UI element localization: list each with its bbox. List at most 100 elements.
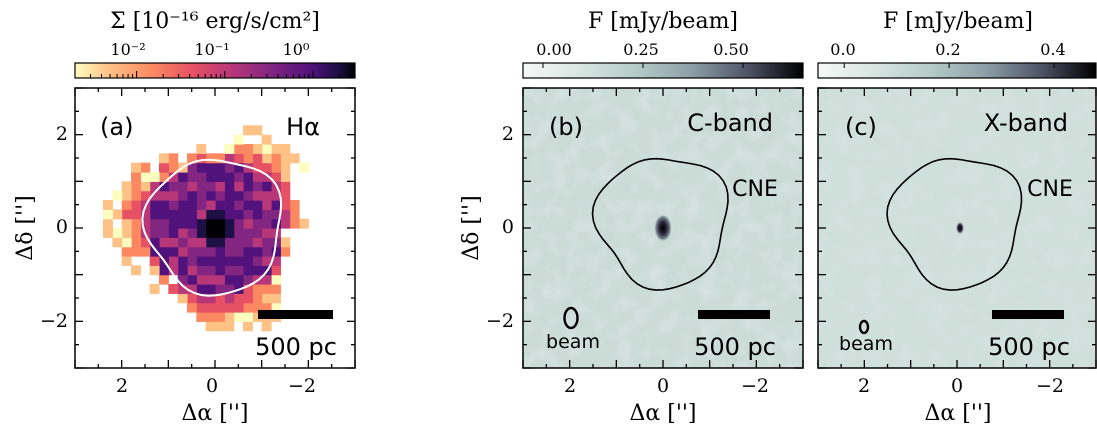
halpha-pixel <box>196 172 207 182</box>
halpha-pixel <box>215 237 225 248</box>
halpha-pixel <box>177 200 188 210</box>
halpha-pixel <box>233 302 244 313</box>
halpha-pixel <box>280 200 291 210</box>
halpha-pixel <box>224 284 235 294</box>
halpha-pixel <box>215 190 225 201</box>
halpha-pixel <box>140 246 151 257</box>
halpha-pixel <box>280 153 291 164</box>
cne-label-c: CNE <box>1027 177 1073 202</box>
halpha-pixel <box>196 209 207 220</box>
x-tick-label: −2 <box>741 375 769 397</box>
halpha-map <box>103 125 309 332</box>
halpha-pixel <box>205 265 216 276</box>
halpha-pixel <box>243 218 253 229</box>
halpha-pixel <box>131 181 141 192</box>
halpha-pixel <box>177 237 188 248</box>
halpha-pixel <box>215 153 225 164</box>
halpha-pixel <box>271 284 281 294</box>
halpha-pixel <box>121 228 132 238</box>
panel-b: F [mJy/beam] 0.00 0.25 0.50 (b) C-band C… <box>459 9 804 426</box>
axis-ticks-b <box>522 87 804 369</box>
halpha-pixel <box>177 293 188 304</box>
halpha-pixel <box>224 237 235 248</box>
halpha-pixel <box>299 162 309 173</box>
halpha-pixel <box>261 190 272 201</box>
halpha-pixel <box>168 218 179 229</box>
x-axis-label-b: Δα [''] <box>630 401 697 426</box>
halpha-pixel <box>140 237 151 248</box>
halpha-pixel <box>149 284 160 294</box>
x-tick-label: 2 <box>858 375 870 397</box>
halpha-pixel <box>224 218 235 229</box>
halpha-pixel <box>233 162 244 173</box>
halpha-pixel <box>271 302 281 313</box>
halpha-pixel <box>121 246 132 257</box>
halpha-pixel <box>196 181 207 192</box>
cbar-a-tick-label: 10⁰ <box>283 40 310 59</box>
halpha-pixel <box>252 181 263 192</box>
halpha-pixel <box>196 284 207 294</box>
halpha-pixel <box>243 237 253 248</box>
halpha-pixel <box>205 209 216 220</box>
halpha-pixel <box>205 237 216 248</box>
halpha-pixel <box>243 302 253 313</box>
halpha-pixel <box>224 181 235 192</box>
halpha-pixel <box>112 190 123 201</box>
halpha-pixel <box>168 200 179 210</box>
halpha-pixel <box>252 190 263 201</box>
halpha-pixel <box>196 144 207 154</box>
halpha-pixel <box>233 181 244 192</box>
halpha-pixel <box>187 265 197 276</box>
halpha-pixel <box>131 209 141 220</box>
halpha-pixel <box>168 209 179 220</box>
halpha-pixel <box>215 321 225 332</box>
halpha-pixel <box>196 312 207 322</box>
halpha-pixel <box>224 200 235 210</box>
halpha-pixel <box>112 228 123 238</box>
halpha-pixel <box>196 256 207 266</box>
halpha-pixel <box>140 162 151 173</box>
halpha-pixel <box>224 265 235 276</box>
halpha-pixel <box>271 209 281 220</box>
halpha-pixel <box>252 162 263 173</box>
halpha-pixel <box>243 172 253 182</box>
cbar-c-tick-label: 0.2 <box>935 40 960 59</box>
halpha-pixel <box>243 274 253 285</box>
colorbar-a-ticks <box>74 71 356 78</box>
halpha-pixel <box>261 321 272 332</box>
halpha-pixel <box>224 153 235 164</box>
halpha-pixel <box>224 302 235 313</box>
halpha-pixel <box>149 265 160 276</box>
halpha-pixel <box>159 200 169 210</box>
halpha-pixel <box>243 209 253 220</box>
halpha-pixel <box>121 190 132 201</box>
halpha-pixel <box>149 181 160 192</box>
halpha-pixel <box>252 246 263 257</box>
halpha-pixel <box>261 162 272 173</box>
halpha-pixel <box>168 162 179 173</box>
halpha-pixel <box>233 265 244 276</box>
halpha-pixel <box>252 284 263 294</box>
halpha-pixel <box>271 172 281 182</box>
colorbar-b <box>522 62 804 79</box>
halpha-pixel <box>177 246 188 257</box>
halpha-pixel <box>261 256 272 266</box>
halpha-pixel <box>224 256 235 266</box>
halpha-pixel <box>149 209 160 220</box>
halpha-pixel <box>159 274 169 285</box>
cne-contour-b <box>591 157 729 291</box>
halpha-pixel <box>205 302 216 313</box>
halpha-pixel <box>233 200 244 210</box>
halpha-pixel <box>205 312 216 322</box>
halpha-pixel <box>243 181 253 192</box>
halpha-pixel <box>177 274 188 285</box>
halpha-pixel <box>215 312 225 322</box>
halpha-pixel <box>233 274 244 285</box>
halpha-pixel <box>224 172 235 182</box>
y-tick-label: 2 <box>502 123 514 145</box>
halpha-pixel <box>131 246 141 257</box>
halpha-pixel <box>131 218 141 229</box>
halpha-pixel <box>140 172 151 182</box>
halpha-pixel <box>140 181 151 192</box>
halpha-pixel <box>103 200 113 210</box>
